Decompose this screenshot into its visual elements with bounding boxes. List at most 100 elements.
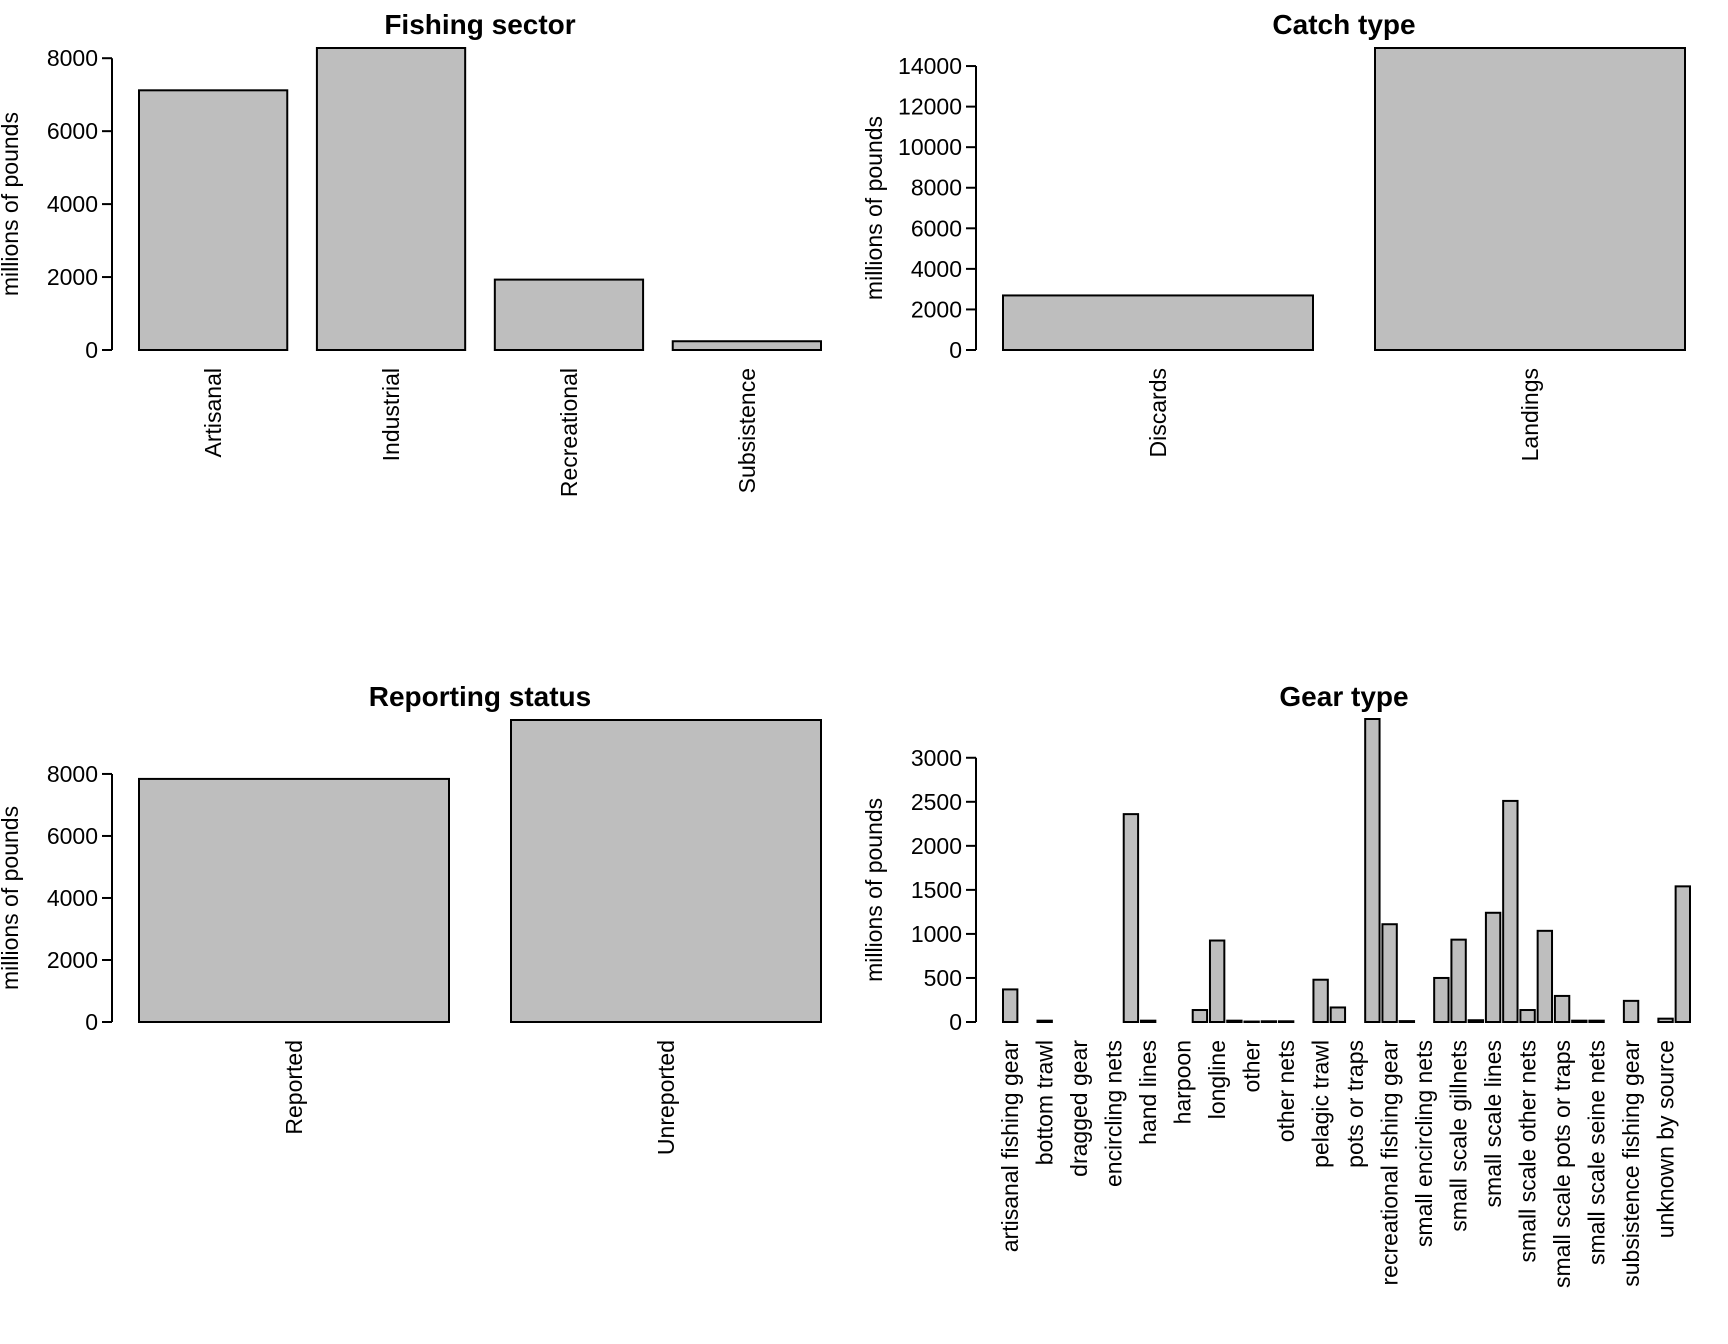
chart-title: Catch type — [1272, 9, 1415, 40]
y-tick-label: 8000 — [47, 761, 98, 787]
y-tick-label: 500 — [924, 965, 962, 991]
y-tick-label: 0 — [85, 1009, 98, 1035]
bar — [1002, 988, 1019, 1024]
x-tick-label: other nets — [1273, 1040, 1299, 1142]
chart-title: Gear type — [1279, 681, 1408, 712]
bar — [1260, 1020, 1278, 1024]
x-tick-label: small encircling nets — [1411, 1040, 1437, 1247]
y-tick-label: 4000 — [47, 885, 98, 911]
x-tick-label: Landings — [1517, 368, 1543, 461]
bar — [138, 777, 450, 1023]
bar — [1312, 978, 1329, 1024]
bar — [1364, 718, 1381, 1023]
bar — [1191, 1009, 1209, 1024]
x-tick-label: pots or traps — [1342, 1040, 1368, 1168]
bar — [493, 278, 645, 352]
y-tick-label: 0 — [949, 1009, 962, 1035]
bar — [1588, 1019, 1605, 1023]
panel-reporting-status: Reporting status millions of pounds 0 2000 4… — [0, 681, 822, 1155]
bar — [1657, 1017, 1674, 1023]
x-tick-label: Artisanal — [200, 368, 226, 457]
bar — [1374, 47, 1686, 351]
y-tick-label: 6000 — [47, 118, 98, 144]
bar — [1467, 1019, 1485, 1023]
x-tick-label: pelagic trawl — [1308, 1040, 1334, 1168]
panel-catch-type: Catch type millions of pounds 0 2000 4000 600… — [861, 9, 1686, 461]
y-tick-label: 12000 — [898, 94, 962, 120]
bar — [1036, 1019, 1053, 1023]
bar — [1433, 976, 1450, 1023]
bar — [1381, 923, 1398, 1024]
x-tick-label: small scale seine nets — [1584, 1040, 1610, 1265]
bar — [138, 89, 289, 352]
x-tick-label: Discards — [1145, 368, 1171, 457]
y-axis-label: millions of pounds — [861, 116, 887, 300]
x-tick-label: longline — [1204, 1040, 1230, 1119]
bar — [510, 719, 822, 1023]
bar — [1571, 1019, 1588, 1023]
x-tick-label: recreational fishing gear — [1377, 1040, 1403, 1286]
x-tick-label: small scale lines — [1480, 1040, 1506, 1207]
x-tick-label: artisanal fishing gear — [997, 1040, 1023, 1253]
x-tick-label: bottom trawl — [1032, 1040, 1058, 1165]
x-tick-label: small scale pots or traps — [1549, 1040, 1575, 1288]
y-tick-label: 14000 — [898, 53, 962, 79]
y-tick-label: 6000 — [911, 215, 962, 241]
x-tick-label: Industrial — [378, 368, 404, 461]
x-tick-label: harpoon — [1170, 1040, 1196, 1124]
bar — [1002, 294, 1314, 351]
bar — [1553, 994, 1571, 1024]
y-tick-label: 8000 — [47, 45, 98, 71]
y-axis-label: millions of pounds — [0, 806, 23, 990]
y-tick-label: 2000 — [911, 833, 962, 859]
bar — [671, 340, 822, 351]
bar — [1622, 999, 1640, 1024]
y-tick-label: 4000 — [911, 256, 962, 282]
y-tick-label: 4000 — [47, 191, 98, 217]
bar — [315, 47, 467, 351]
bar — [1536, 929, 1554, 1023]
x-tick-label: unknown by source — [1653, 1040, 1679, 1238]
x-tick-label: Unreported — [653, 1040, 679, 1155]
x-tick-label: Recreational — [556, 368, 582, 497]
y-axis-label: millions of pounds — [0, 112, 23, 296]
x-tick-label: small scale gillnets — [1446, 1040, 1472, 1232]
bar — [1226, 1019, 1243, 1023]
x-tick-label: Subsistence — [734, 368, 760, 493]
bar — [1484, 911, 1502, 1023]
bar — [1139, 1019, 1157, 1023]
y-tick-label: 1500 — [911, 877, 962, 903]
y-tick-label: 2500 — [911, 789, 962, 815]
bar — [1398, 1020, 1416, 1024]
bar — [1502, 799, 1519, 1024]
bar — [1519, 1009, 1536, 1024]
y-tick-label: 0 — [949, 337, 962, 363]
bar — [1674, 885, 1691, 1024]
chart-title: Reporting status — [369, 681, 591, 712]
x-tick-label: Reported — [281, 1040, 307, 1135]
x-tick-label: small scale other nets — [1515, 1040, 1541, 1262]
y-tick-label: 3000 — [911, 745, 962, 771]
y-tick-label: 2000 — [47, 947, 98, 973]
bar — [1208, 939, 1226, 1024]
x-tick-label: hand lines — [1135, 1040, 1161, 1145]
y-tick-label: 2000 — [911, 296, 962, 322]
y-tick-label: 8000 — [911, 175, 962, 201]
panel-fishing-sector: Fishing sector millions of pounds 0 2000 400… — [0, 9, 822, 497]
x-tick-label: other — [1239, 1040, 1265, 1093]
y-tick-label: 0 — [85, 337, 98, 363]
x-tick-label: dragged gear — [1066, 1040, 1092, 1177]
bar — [1277, 1020, 1295, 1024]
y-tick-label: 6000 — [47, 823, 98, 849]
chart-title: Fishing sector — [384, 9, 575, 40]
panel-gear-type: Gear type millions of pounds 0 500 1000 1500 2… — [861, 681, 1691, 1288]
y-tick-label: 2000 — [47, 264, 98, 290]
bar — [1122, 813, 1140, 1024]
x-tick-label: subsistence fishing gear — [1618, 1040, 1644, 1287]
x-tick-label: encircling nets — [1101, 1040, 1127, 1187]
y-axis-label: millions of pounds — [861, 798, 887, 982]
y-tick-label: 10000 — [898, 134, 962, 160]
bar — [1450, 938, 1467, 1024]
y-tick-label: 1000 — [911, 921, 962, 947]
